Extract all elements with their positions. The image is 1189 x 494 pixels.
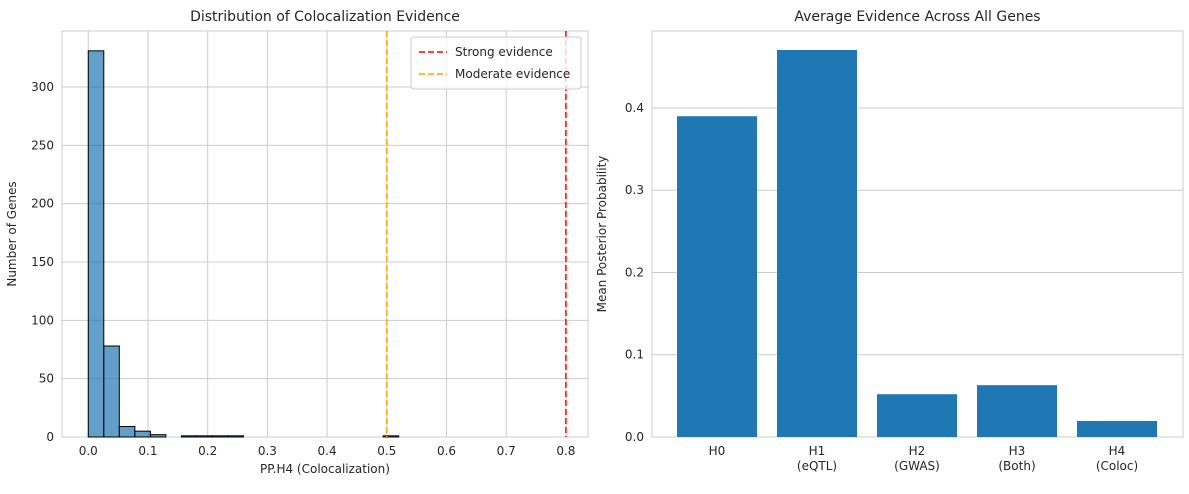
bar [677, 116, 757, 438]
x-tick-label: 0.2 [198, 444, 217, 458]
x-tick-label: 0.6 [437, 444, 456, 458]
x-tick-label: H3 (Both) [998, 444, 1035, 473]
histogram-bar [87, 50, 105, 438]
x-tick-label: H1 (eQTL) [797, 444, 837, 473]
histogram-bar [103, 345, 120, 438]
y-tick-label: 0.4 [625, 101, 644, 115]
histogram-bar [382, 435, 400, 438]
plot-area [61, 30, 589, 438]
y-tick-label: 0.3 [625, 183, 644, 197]
y-axis-label: Mean Posterior Probability [595, 156, 609, 313]
x-tick-label: 0.0 [79, 444, 98, 458]
x-tick-label: 0.8 [556, 444, 575, 458]
histogram-bar [149, 434, 167, 438]
x-tick-label: 0.4 [318, 444, 337, 458]
y-tick-label: 250 [31, 138, 54, 152]
x-tick-label: H4 (Coloc) [1096, 444, 1138, 473]
bar [1077, 420, 1157, 437]
histogram-bar [134, 430, 151, 438]
y-tick-label: 50 [39, 372, 54, 386]
x-tick-label: 0.3 [258, 444, 277, 458]
y-tick-label: 0.1 [625, 348, 644, 362]
x-tick-label: 0.7 [497, 444, 516, 458]
y-tick-label: 0 [46, 430, 54, 444]
x-axis-label: PP.H4 (Colocalization) [260, 462, 390, 476]
y-tick-label: 0.2 [625, 265, 644, 279]
legend-label: Moderate evidence [455, 67, 570, 81]
bar [977, 385, 1057, 437]
x-tick-label: 0.1 [138, 444, 157, 458]
y-tick-label: 100 [31, 313, 54, 327]
bar [877, 394, 957, 437]
histogram-bar [227, 435, 245, 438]
histogram-bar [118, 426, 136, 438]
chart-title: Average Evidence Across All Genes [794, 9, 1040, 25]
chart-title: Distribution of Colocalization Evidence [190, 9, 460, 25]
y-axis-label: Number of Genes [5, 181, 19, 286]
y-tick-label: 300 [31, 80, 54, 94]
x-tick-label: H0 [709, 444, 726, 458]
legend-box [410, 36, 582, 90]
y-tick-label: 0.0 [625, 430, 644, 444]
x-tick-label: 0.5 [377, 444, 396, 458]
bar [777, 50, 857, 438]
y-tick-label: 200 [31, 197, 54, 211]
y-tick-label: 150 [31, 255, 54, 269]
histogram-bar [196, 435, 213, 438]
histogram-bar [211, 435, 229, 438]
histogram-bar [180, 435, 198, 438]
legend-label: Strong evidence [455, 45, 553, 59]
x-tick-label: H2 (GWAS) [894, 444, 940, 473]
